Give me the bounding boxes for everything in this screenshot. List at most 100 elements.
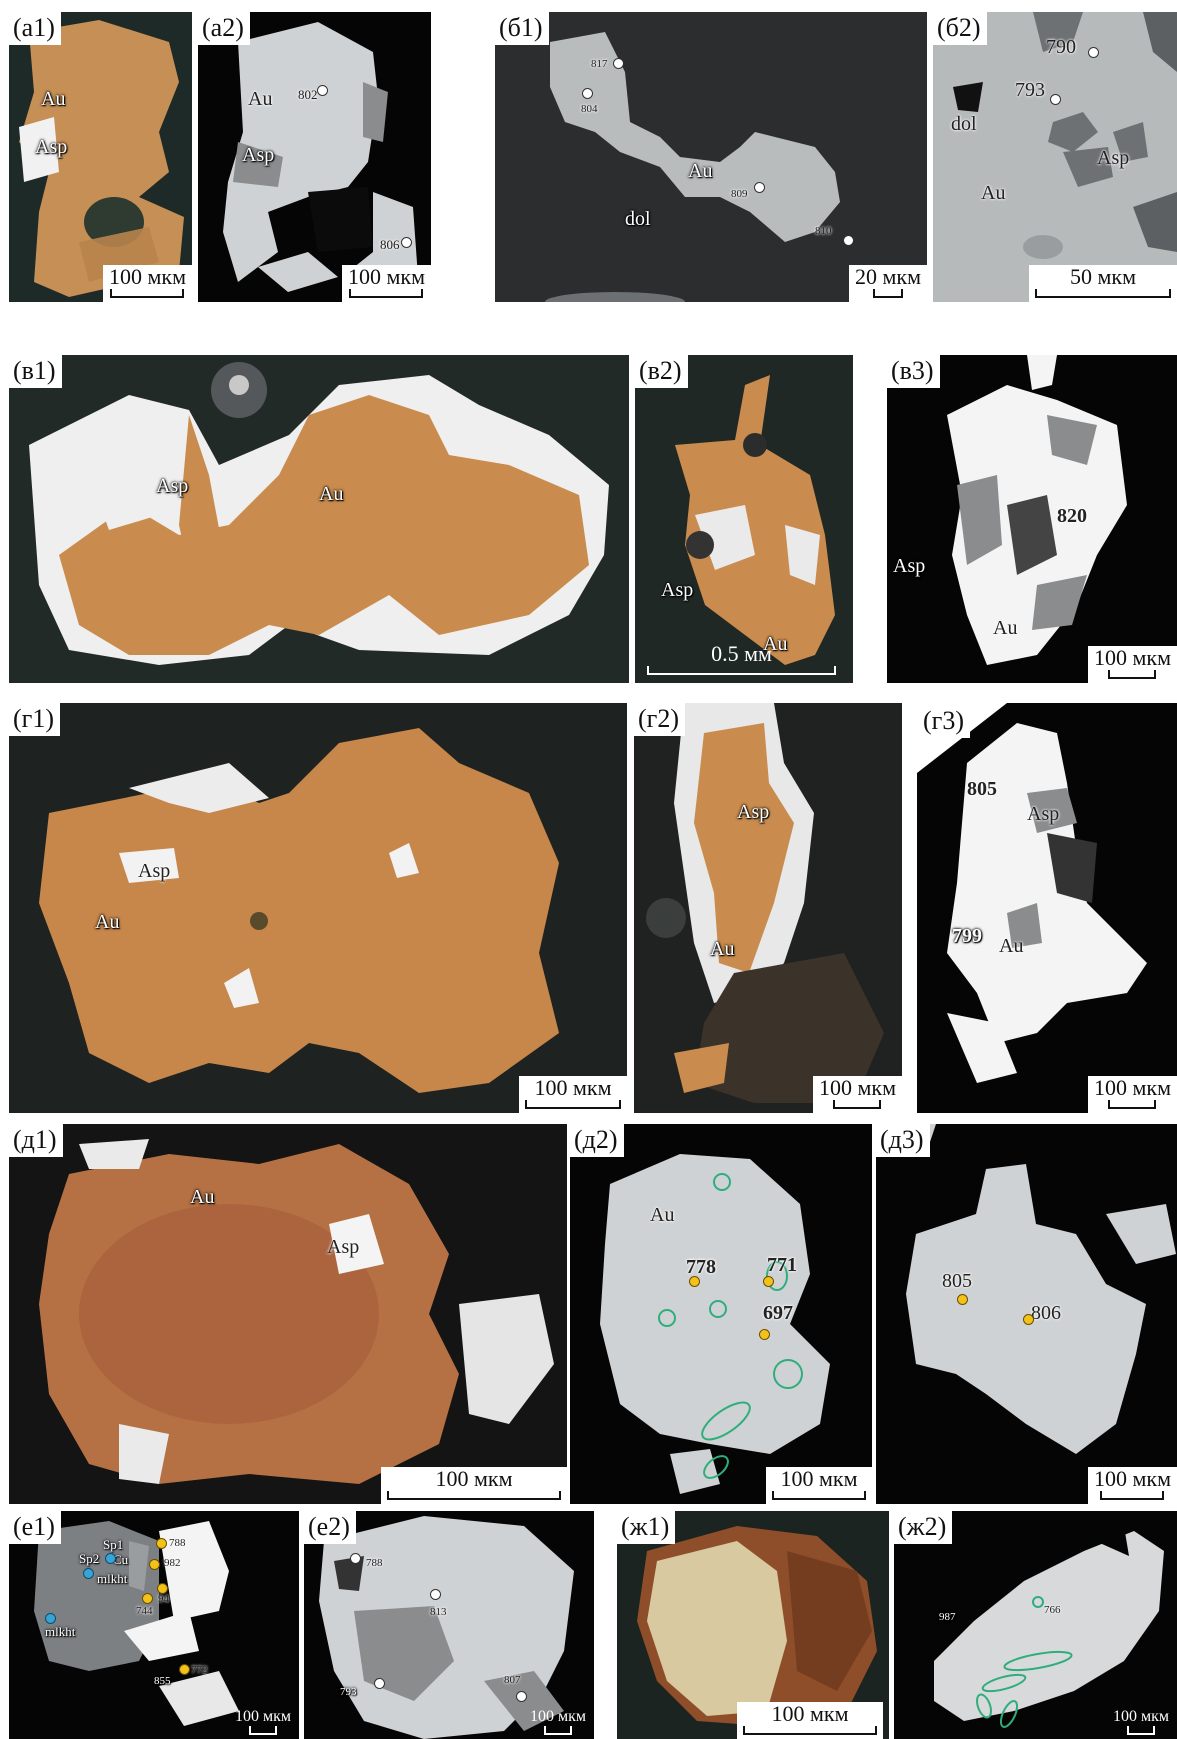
v2-panel-label: (в2) (635, 355, 688, 388)
b1-au-label: Au (688, 160, 713, 182)
d3-point-805-label: 805 (942, 1270, 972, 1292)
a1-micrograph (19, 20, 184, 297)
g2-micrograph (646, 703, 884, 1103)
v2-micrograph (675, 375, 835, 665)
b1-bse-image (545, 32, 840, 302)
zh1-micrograph (637, 1526, 877, 1726)
panel-b2: (б2) 790 793 dol Au Asp 50 мкм (933, 12, 1177, 302)
e1-point-788-label: 788 (169, 1537, 186, 1549)
v3-asp-label: Asp (893, 555, 926, 577)
v2-au-label: Au (763, 633, 788, 655)
v3-au-label: Au (993, 617, 1018, 639)
b2-dol-label: dol (951, 113, 977, 135)
e2-panel-label: (е2) (304, 1511, 356, 1544)
e2-point-793-marker (374, 1678, 385, 1689)
v1-micrograph (29, 362, 609, 665)
b1-point-817-label: 817 (591, 58, 608, 70)
e2-point-788-label: 788 (366, 1557, 383, 1569)
b1-point-804-marker (582, 88, 593, 99)
e2-point-793-label: 793 (340, 1686, 357, 1698)
e1-point-744-label: 744 (136, 1605, 153, 1617)
e2-point-813-marker (430, 1589, 441, 1600)
b1-point-809-label: 809 (731, 188, 748, 200)
zh1-scale-bar: 100 мкм (737, 1702, 883, 1739)
b1-point-809-marker (754, 182, 765, 193)
e1-point-788-marker (156, 1538, 167, 1549)
e1-mlkht-label-1: mlkht (97, 1571, 128, 1586)
v3-scale-bar: 100 мкм (1087, 646, 1177, 683)
a1-scale-bar: 100 мкм (102, 265, 192, 302)
e1-point-772-marker (179, 1664, 190, 1675)
g3-point-805-label: 805 (967, 778, 997, 800)
d2-au-label: Au (650, 1204, 675, 1226)
b2-point-790-marker (1088, 47, 1099, 58)
panel-e1: (е1) Sp1 Cu Sp2 mlkht mlkht 788 982 94 7… (9, 1511, 299, 1739)
e1-point-772-label: 772 (191, 1664, 208, 1676)
a1-panel-label: (а1) (9, 12, 61, 45)
e1-cu-marker (105, 1553, 116, 1564)
panel-d2: (д2) Au 778 771 697 100 мкм (570, 1124, 872, 1504)
b2-point-790-label: 790 (1046, 36, 1076, 58)
a2-scale-bar: 100 мкм (341, 265, 431, 302)
zh1-panel-label: (ж1) (617, 1511, 676, 1544)
b2-bse-image (933, 12, 1177, 302)
g2-asp-label: Asp (737, 801, 770, 823)
a2-bse-image (223, 22, 418, 292)
panel-v3: (в3) Asp Au 820 100 мкм (887, 355, 1177, 683)
d3-point-806-label: 806 (1031, 1302, 1061, 1324)
e1-scale-bar: 100 мкм (229, 1708, 297, 1739)
e1-bse-image (34, 1521, 239, 1726)
panel-g2: (г2) Asp Au 100 мкм (634, 703, 902, 1113)
e2-bse-image (319, 1516, 574, 1739)
b2-panel-label: (б2) (933, 12, 987, 45)
e1-sp1-label: Sp1 (103, 1537, 124, 1552)
g1-asp-label: Asp (138, 860, 171, 882)
b1-panel-label: (б1) (495, 12, 549, 45)
e2-point-788-marker (350, 1553, 361, 1564)
b1-dol-label: dol (625, 208, 651, 230)
e2-point-807-marker (516, 1691, 527, 1702)
d2-point-771-label: 771 (767, 1254, 797, 1276)
a1-asp-label: Asp (35, 136, 68, 158)
e2-scale-bar: 100 мкм (524, 1708, 592, 1739)
a2-au-label: Au (248, 88, 273, 110)
v3-bse-image (947, 355, 1127, 665)
e2-point-813-label: 813 (430, 1606, 447, 1618)
g3-bse-image (917, 703, 1147, 1083)
g1-panel-label: (г1) (9, 703, 60, 736)
b1-point-810-marker (843, 235, 854, 246)
b2-point-793-marker (1050, 94, 1061, 105)
a2-asp-label: Asp (242, 144, 275, 166)
panel-zh2: (ж2) 766 987 100 мкм (894, 1511, 1177, 1739)
zh2-scale-bar: 100 мкм (1107, 1708, 1175, 1739)
b1-scale-bar: 20 мкм (848, 265, 927, 302)
g1-scale-bar: 100 мкм (519, 1076, 627, 1113)
panel-d3: (д3) 805 806 100 мкм (876, 1124, 1177, 1504)
e1-panel-label: (е1) (9, 1511, 61, 1544)
g3-scale-bar: 100 мкм (1087, 1076, 1177, 1113)
d1-panel-label: (д1) (9, 1124, 63, 1157)
a2-point-802-marker (317, 85, 328, 96)
e1-sp2-marker (83, 1568, 94, 1579)
b2-asp-label: Asp (1097, 147, 1130, 169)
b1-point-804-label: 804 (581, 103, 598, 115)
e1-point-982-label: 982 (164, 1557, 181, 1569)
d1-asp-label: Asp (327, 1236, 360, 1258)
d1-au-label: Au (190, 1186, 215, 1208)
v3-point-820-label: 820 (1057, 505, 1087, 527)
g2-au-label: Au (710, 938, 735, 960)
zh2-bse-image (934, 1526, 1164, 1728)
b1-point-817-marker (613, 58, 624, 69)
b1-point-810-label: 810 (815, 225, 832, 237)
d2-point-778-marker (689, 1276, 700, 1287)
d2-point-771-marker (763, 1276, 774, 1287)
b2-point-793-label: 793 (1015, 79, 1045, 101)
g2-scale-bar: 100 мкм (812, 1076, 902, 1113)
b2-au-label: Au (981, 182, 1006, 204)
e1-point-94-label: 94 (158, 1593, 169, 1605)
d2-point-778-label: 778 (686, 1256, 716, 1278)
e1-sp2-label: Sp2 (79, 1551, 100, 1566)
d2-point-697-marker (759, 1329, 770, 1340)
d1-micrograph (39, 1139, 554, 1484)
panel-zh1: (ж1) 100 мкм (617, 1511, 889, 1739)
